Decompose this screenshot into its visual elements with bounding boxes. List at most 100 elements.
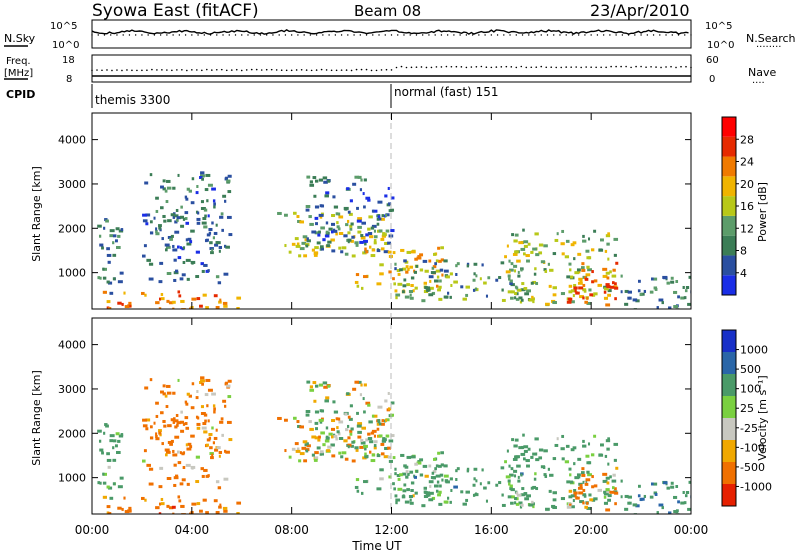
power-echo-cell	[370, 226, 375, 230]
velocity-echo-cell	[673, 510, 679, 514]
power-echo-cell	[605, 283, 610, 287]
velocity-colorbar-tick-label: 1000	[740, 344, 768, 357]
power-echo-cell	[204, 188, 209, 192]
power-echo-cell	[603, 287, 609, 291]
velocity-echo-cell	[182, 466, 186, 470]
power-echo-cell	[364, 242, 367, 246]
power-echo-cell	[165, 200, 169, 204]
noise-left-bottom: 10^0	[52, 40, 79, 51]
velocity-echo-cell	[306, 442, 309, 446]
velocity-echo-cell	[613, 442, 619, 446]
nave-point	[320, 68, 323, 71]
velocity-echo-cell	[338, 436, 344, 440]
nave-point	[525, 66, 528, 69]
nave-point	[440, 66, 443, 68]
power-echo-cell	[624, 302, 629, 306]
velocity-echo-cell	[603, 490, 608, 494]
velocity-echo-cell	[112, 482, 116, 486]
power-echo-cell	[393, 282, 396, 286]
velocity-echo-cell	[186, 447, 192, 451]
nsearch-point	[203, 34, 206, 36]
nave-point	[610, 65, 612, 68]
velocity-echo-cell	[523, 445, 529, 449]
power-echo-cell	[188, 189, 192, 193]
velocity-echo-cell	[521, 487, 525, 491]
power-echo-cell	[637, 289, 641, 293]
freq-label: Freq.	[6, 56, 31, 67]
nsearch-point	[191, 34, 193, 36]
velocity-echo-cell	[325, 396, 330, 400]
velocity-echo-cell	[195, 480, 200, 484]
power-echo-cell	[211, 248, 214, 252]
power-echo-cell	[658, 298, 664, 302]
nave-point	[420, 66, 423, 68]
power-echo-cell	[528, 298, 534, 302]
velocity-echo-cell	[514, 438, 519, 442]
power-echo-cell	[370, 254, 376, 258]
power-echo-cell	[357, 230, 362, 234]
power-echo-cell	[201, 269, 205, 273]
velocity-echo-cell	[377, 420, 381, 424]
velocity-echo-cell	[388, 439, 394, 443]
velocity-echo-cell	[393, 487, 396, 491]
power-echo-cell	[606, 276, 610, 280]
power-echo-cell	[164, 243, 170, 247]
power-echo-cell	[402, 284, 407, 288]
velocity-echo-cell	[586, 470, 590, 474]
power-echo-cell	[473, 262, 478, 266]
power-echo-cell	[376, 282, 382, 286]
power-echo-cell	[627, 296, 630, 300]
velocity-echo-cell	[450, 488, 453, 492]
velocity-echo-cell	[341, 451, 347, 455]
power-echo-cell	[425, 286, 431, 290]
nsearch-point	[315, 34, 318, 36]
velocity-echo-cell	[607, 498, 612, 502]
power-echo-cell	[574, 289, 577, 293]
power-echo-cell	[356, 206, 359, 210]
velocity-echo-cell	[543, 449, 548, 453]
velocity-echo-cell	[403, 483, 407, 487]
velocity-echo-cell	[185, 463, 191, 467]
velocity-echo-cell	[577, 486, 583, 490]
velocity-echo-cell	[602, 472, 608, 476]
velocity-echo-cell	[373, 446, 377, 450]
power-echo-cell	[640, 292, 645, 296]
nave-point	[290, 69, 293, 72]
power-echo-cell	[394, 289, 398, 293]
date-title: 23/Apr/2010	[590, 1, 690, 20]
nsearch-point	[384, 34, 386, 36]
nave-point	[660, 66, 662, 69]
velocity-echo-cell	[552, 457, 557, 461]
power-echo-cell	[575, 291, 580, 295]
power-echo-cell	[236, 307, 240, 309]
nave-point	[650, 66, 652, 68]
velocity-echo-cell	[397, 477, 401, 481]
velocity-echo-cell	[161, 442, 164, 446]
nave-point	[171, 69, 173, 72]
power-echo-cell	[532, 280, 537, 284]
power-echo-cell	[571, 300, 575, 304]
power-echo-cell	[298, 254, 302, 258]
cpid-segment-1: themis 3300	[95, 93, 170, 107]
power-echo-cell	[552, 286, 557, 290]
velocity-echo-cell	[453, 485, 458, 489]
velocity-echo-cell	[600, 443, 604, 447]
velocity-echo-cell	[196, 426, 201, 430]
power-echo-cell	[453, 280, 458, 284]
power-echo-cell	[428, 275, 434, 279]
power-echo-cell	[167, 219, 172, 223]
velocity-echo-cell	[443, 464, 448, 468]
velocity-echo-cell	[441, 478, 444, 482]
power-echo-cell	[191, 177, 195, 181]
power-echo-cell	[544, 269, 548, 273]
velocity-echo-cell	[606, 490, 611, 494]
power-echo-cell	[577, 281, 583, 285]
nsearch-point	[365, 34, 368, 36]
power-echo-cell	[688, 275, 691, 279]
velocity-echo-cell	[318, 435, 321, 439]
power-echo-cell	[144, 181, 149, 185]
power-echo-cell	[320, 245, 324, 249]
velocity-echo-cell	[314, 421, 319, 425]
power-echo-cell	[501, 298, 506, 302]
